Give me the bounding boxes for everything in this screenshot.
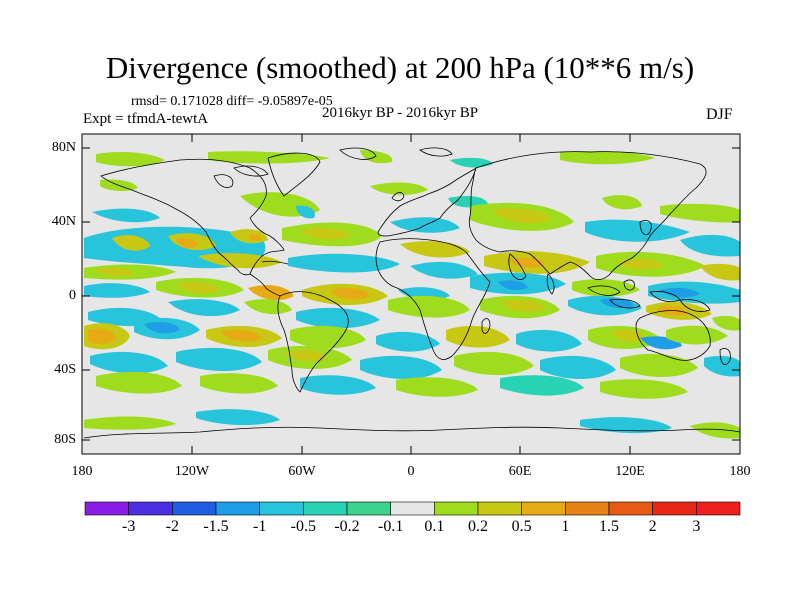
lat-label: 0 xyxy=(69,288,76,303)
colorbar-swatch xyxy=(172,501,217,516)
colorbar-swatch xyxy=(84,501,129,516)
period-label: 2016kyr BP - 2016kyr BP xyxy=(322,105,479,121)
season-label: DJF xyxy=(706,106,733,123)
colorbar-swatch xyxy=(521,501,566,516)
colorbar-label: 0.2 xyxy=(468,518,488,535)
colorbar-swatch xyxy=(128,501,173,516)
colorbar-swatch xyxy=(565,501,610,516)
lon-label: 120W xyxy=(174,464,210,479)
lon-label: 60E xyxy=(508,464,532,479)
lon-label: 60W xyxy=(288,464,316,479)
lon-label: 180 xyxy=(729,464,751,479)
divergence-field xyxy=(84,150,740,439)
colorbar-label: 0.5 xyxy=(511,518,532,535)
lat-label: 80N xyxy=(51,140,76,155)
lon-label: 180 xyxy=(71,464,93,479)
stats-text: rmsd= 0.171028 diff= -9.05897e-05 xyxy=(131,94,333,109)
lat-label: 40S xyxy=(54,362,76,377)
colorbar-swatch xyxy=(390,501,435,516)
colorbar-swatch xyxy=(696,501,741,516)
lat-label: 40N xyxy=(51,214,76,229)
axis-ticks xyxy=(82,134,740,454)
colorbar xyxy=(84,501,741,516)
lat-label: 80S xyxy=(54,432,76,447)
colorbar-label: 0.1 xyxy=(424,518,445,535)
colorbar-swatch xyxy=(434,501,479,516)
coastlines xyxy=(83,147,740,439)
colorbar-swatch xyxy=(303,501,348,516)
experiment-label: Expt = tfmdA-tewtA xyxy=(83,111,209,127)
colorbar-label: -0.1 xyxy=(377,518,404,535)
colorbar-label: -3 xyxy=(121,518,136,535)
colorbar-label: -2 xyxy=(165,518,179,535)
colorbar-label: -0.2 xyxy=(334,518,360,535)
colorbar-label: 1 xyxy=(561,518,570,535)
colorbar-swatch xyxy=(259,501,304,516)
colorbar-label: 3 xyxy=(692,518,701,535)
colorbar-swatch xyxy=(652,501,697,516)
lon-label: 0 xyxy=(407,464,415,479)
colorbar-label: -0.5 xyxy=(290,518,316,535)
lon-label: 120E xyxy=(615,464,645,479)
colorbar-label: -1 xyxy=(252,518,267,535)
colorbar-label: -1.5 xyxy=(203,518,229,535)
colorbar-label: 1.5 xyxy=(599,518,619,535)
colorbar-swatch xyxy=(215,501,260,516)
colorbar-label: 2 xyxy=(648,518,657,535)
colorbar-swatch xyxy=(477,501,522,516)
colorbar-swatch xyxy=(608,501,653,516)
colorbar-swatch xyxy=(346,501,391,516)
plot-title: Divergence (smoothed) at 200 hPa (10**6 … xyxy=(105,50,695,85)
